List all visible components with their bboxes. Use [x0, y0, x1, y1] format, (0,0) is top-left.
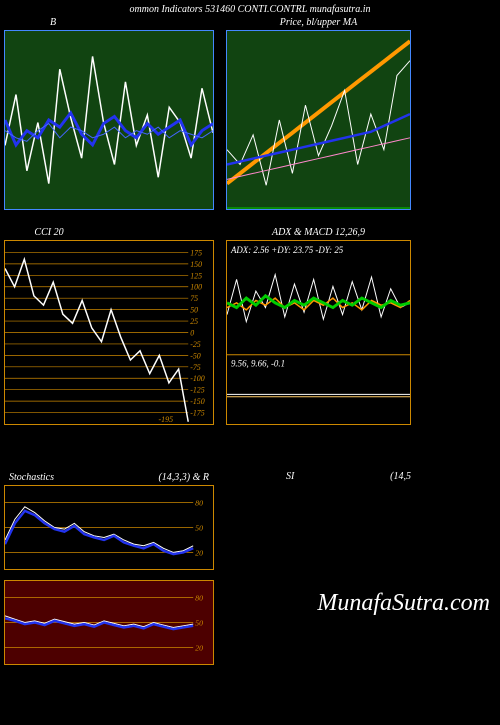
svg-text:9.56, 9.66, -0.1: 9.56, 9.66, -0.1	[231, 359, 285, 369]
svg-text:-75: -75	[190, 363, 201, 372]
stoch-title-right: (14,3,3) & R	[158, 472, 209, 483]
stoch2-chart: 80 50 20	[5, 581, 213, 664]
svg-text:80: 80	[195, 499, 203, 508]
adx-macd-chart: ADX: 2.56 +DY: 23.75 -DY: 25 9.56, 9.66,…	[227, 241, 410, 424]
svg-text:80: 80	[195, 594, 203, 603]
price-ma-chart	[227, 31, 410, 209]
rsi-title: SI	[286, 471, 294, 482]
svg-text:20: 20	[195, 643, 203, 652]
cci-chart: 175 150 125 100 75 50 25 0 -25 -50 -75 -100 -125 -150…	[5, 241, 213, 424]
svg-text:20: 20	[195, 548, 203, 557]
adx-macd-panel: ADX & MACD 12,26,9 ADX: 2.56 +DY: 23.75 …	[226, 240, 411, 425]
svg-text:-50: -50	[190, 351, 201, 360]
svg-text:0: 0	[190, 328, 194, 337]
svg-text:150: 150	[190, 260, 202, 269]
stochastics2-panel: 80 50 20	[4, 580, 214, 665]
svg-text:ADX: 2.56 +DY: 23.75 -DY: 25: ADX: 2.56 +DY: 23.75 -DY: 25	[230, 245, 344, 255]
bollinger-panel: B	[4, 30, 214, 210]
page-header: ommon Indicators 531460 CONTI.CONTRL mun…	[0, 0, 500, 17]
rsi-title-right: (14,5	[390, 471, 411, 482]
watermark: MunafaSutra.com	[317, 590, 490, 617]
price-ma-title: Price, bl/upper MA	[227, 17, 410, 28]
stoch-title-left: Stochastics	[9, 472, 54, 483]
svg-text:50: 50	[195, 523, 203, 532]
svg-text:25: 25	[190, 317, 198, 326]
svg-text:-25: -25	[190, 340, 201, 349]
cci-panel: CCI 20 1751501251007550250-25-50-75-100-…	[4, 240, 214, 425]
cci-title: CCI 20	[0, 227, 153, 238]
svg-text:50: 50	[190, 306, 198, 315]
svg-text:-175: -175	[190, 409, 205, 418]
bollinger-chart	[5, 31, 213, 209]
price-ma-panel: Price, bl/upper MA	[226, 30, 411, 210]
bollinger-title: B	[50, 17, 56, 28]
svg-text:-195: -195	[159, 415, 174, 424]
svg-text:125: 125	[190, 271, 202, 280]
stoch-chart: 80 50 20	[5, 486, 213, 569]
stochastics-panel: Stochastics (14,3,3) & R 805020	[4, 485, 214, 570]
svg-text:175: 175	[190, 248, 202, 257]
svg-text:50: 50	[195, 618, 203, 627]
svg-text:75: 75	[190, 294, 198, 303]
svg-text:-125: -125	[190, 386, 205, 395]
svg-text:-100: -100	[190, 374, 205, 383]
svg-text:-150: -150	[190, 397, 205, 406]
adx-title: ADX & MACD 12,26,9	[227, 227, 410, 238]
svg-text:100: 100	[190, 283, 202, 292]
